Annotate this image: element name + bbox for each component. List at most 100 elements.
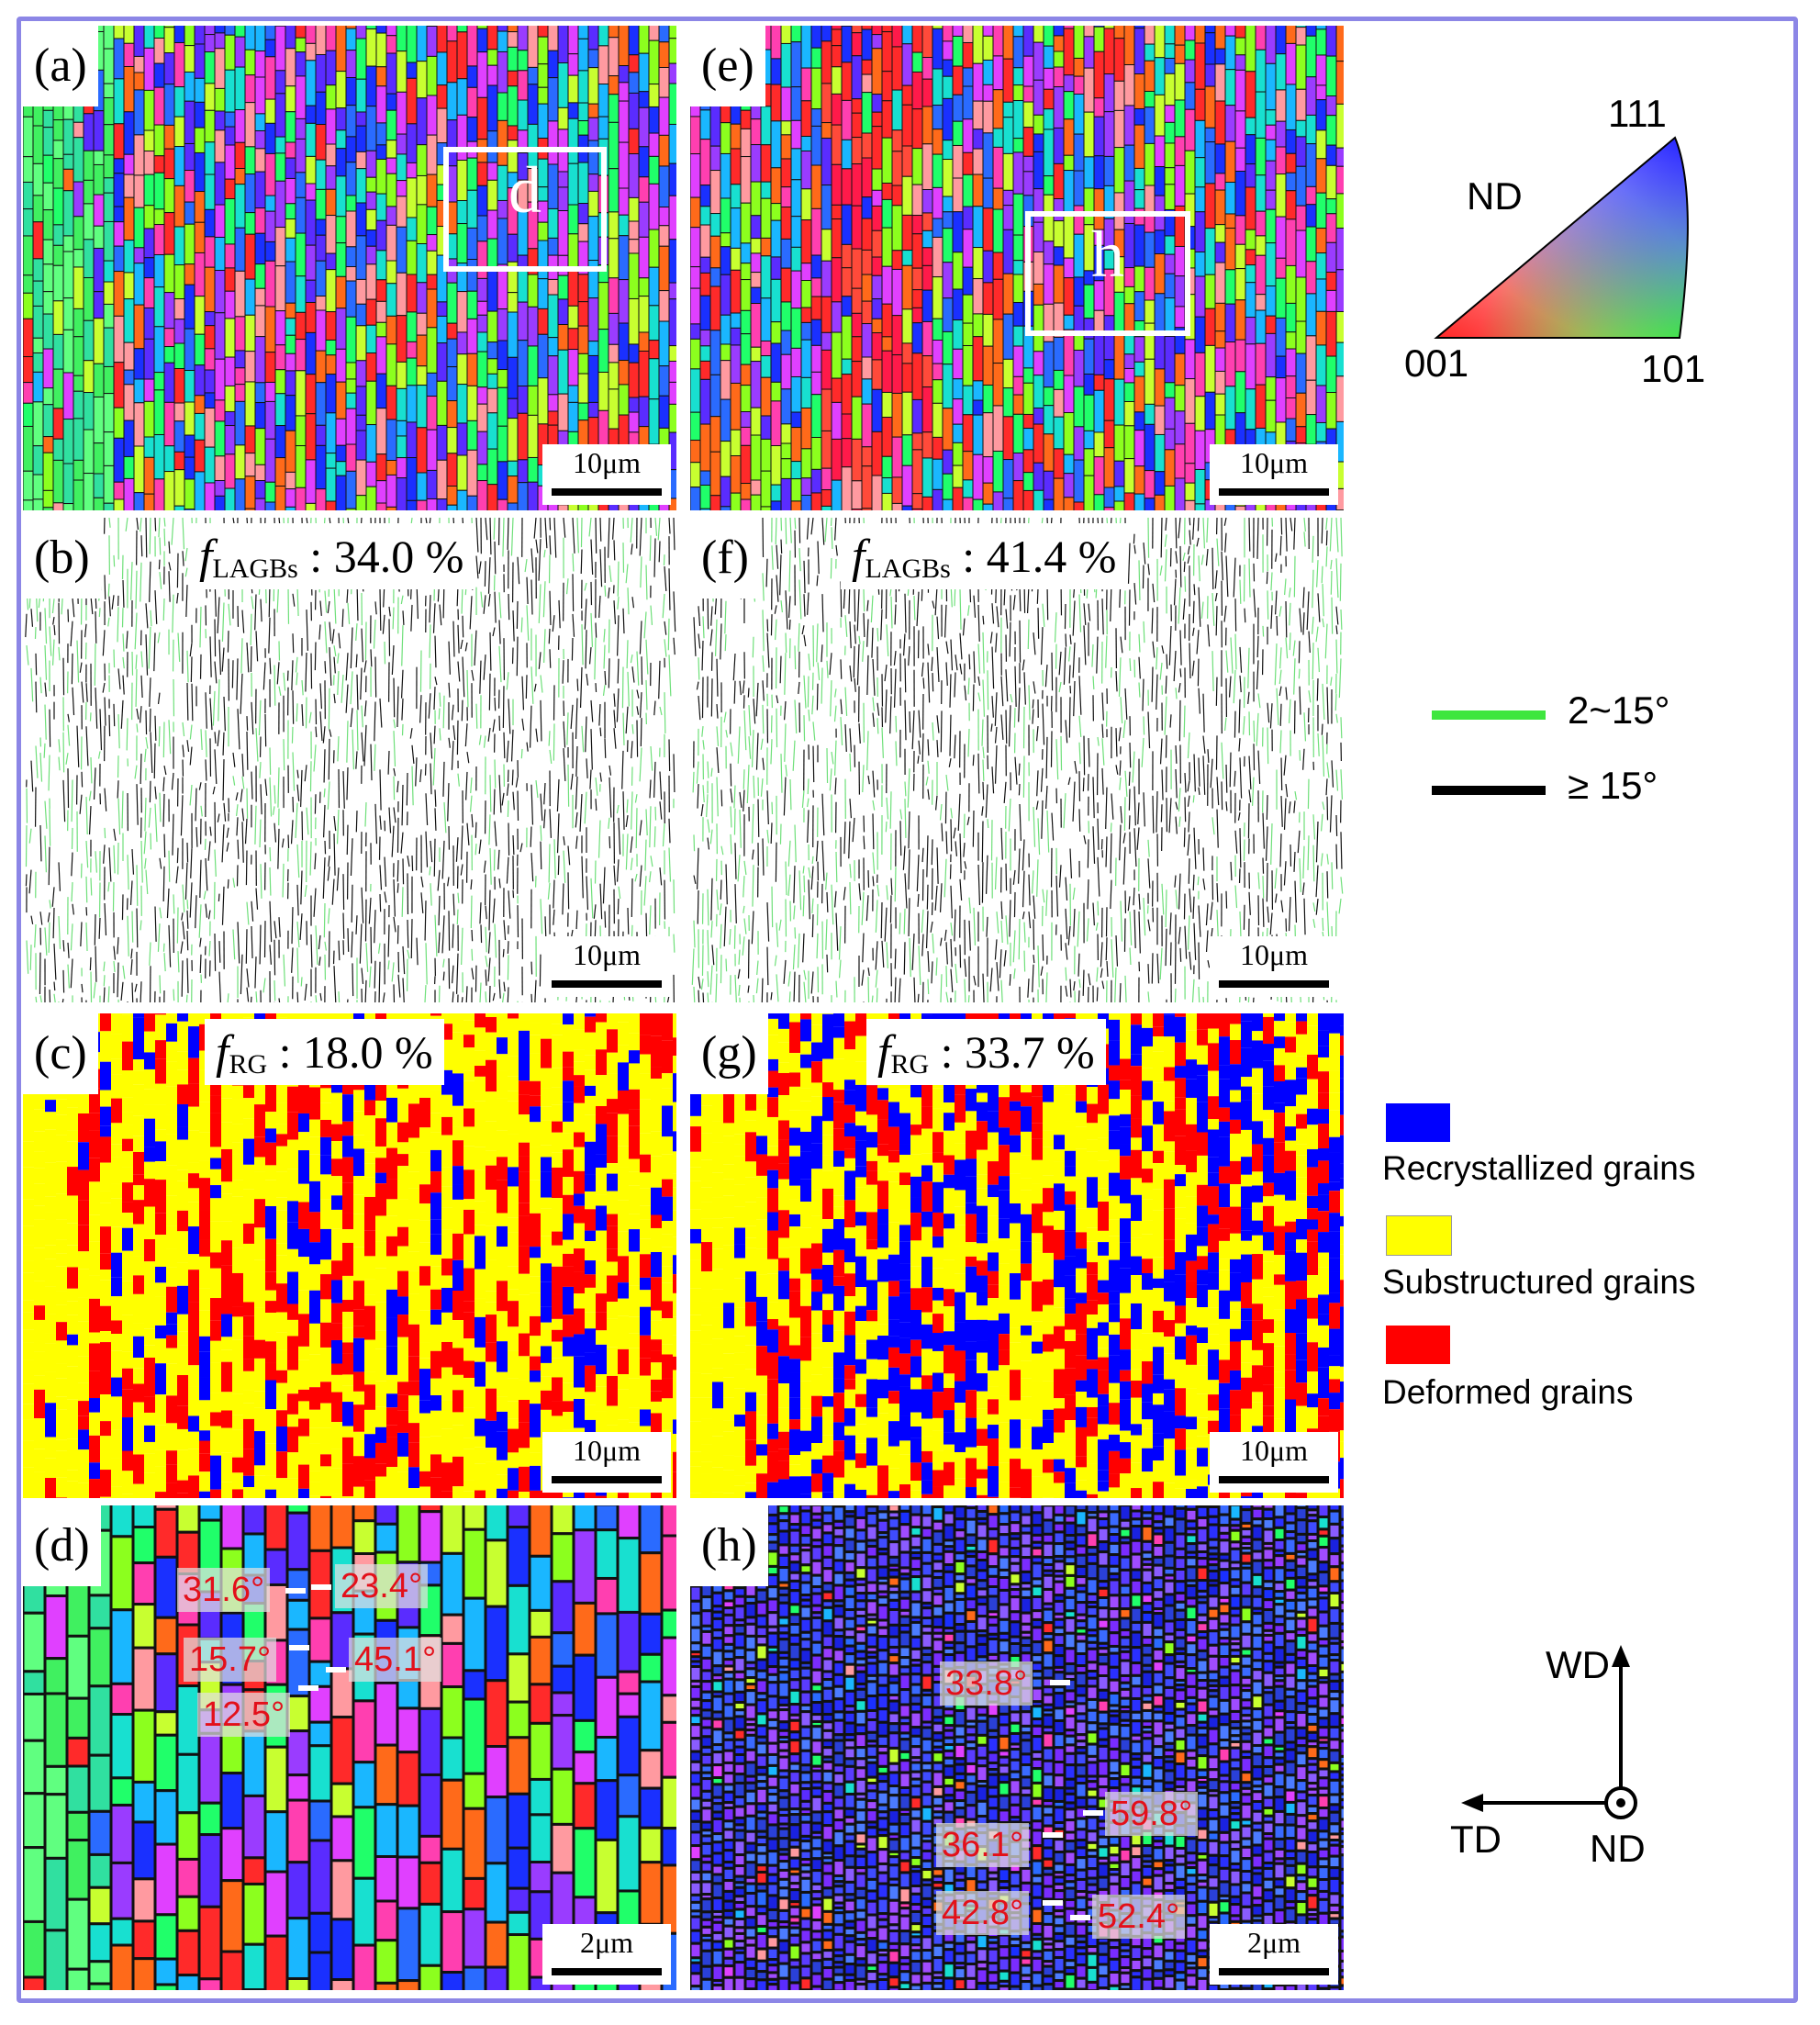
boundary-segment	[776, 575, 779, 602]
grain-cell	[1113, 334, 1125, 380]
boundary-segment	[80, 922, 83, 946]
boundary-segment	[816, 903, 819, 926]
boundary-segment	[849, 621, 852, 649]
grain-cell	[821, 83, 832, 124]
grain-cell	[517, 482, 529, 510]
grain-cell	[143, 277, 155, 308]
boundary-segment	[840, 659, 843, 679]
boundary-segment	[62, 732, 65, 773]
grain-cell	[1275, 355, 1287, 379]
grain-cell	[325, 339, 337, 356]
boundary-segment	[977, 864, 981, 905]
boundary-segment	[829, 653, 832, 676]
boundary-segment	[831, 884, 834, 925]
grain-cell	[244, 26, 256, 50]
grain-cell	[992, 491, 1004, 510]
grain-cell	[921, 143, 933, 191]
grain-cell	[1164, 167, 1176, 185]
grain-cell	[1245, 249, 1256, 266]
boundary-segment	[35, 681, 38, 713]
boundary-segment	[936, 847, 939, 884]
grain-cell	[365, 486, 377, 510]
boundary-segment	[510, 518, 514, 556]
boundary-segment	[433, 687, 436, 710]
boundary-segment	[1083, 603, 1087, 626]
boundary-segment	[586, 674, 589, 686]
boundary-segment	[867, 870, 870, 888]
boundary-segment	[991, 766, 995, 794]
grain-cell	[1012, 234, 1024, 262]
boundary-segment	[67, 964, 71, 989]
grain-cell	[133, 378, 145, 404]
grain-cell	[285, 26, 296, 50]
boundary-segment	[945, 774, 949, 791]
boundary-segment	[71, 882, 73, 902]
grain-cell	[32, 445, 44, 475]
boundary-segment	[212, 690, 216, 726]
boundary-segment	[1026, 585, 1030, 614]
grain-cell	[335, 242, 347, 277]
grain-cell	[396, 420, 408, 437]
grain-cell	[690, 440, 701, 464]
boundary-segment	[217, 730, 220, 747]
boundary-segment	[487, 957, 491, 982]
boundary-segment	[779, 554, 782, 596]
boundary-segment	[370, 744, 373, 781]
boundary-segment	[1012, 869, 1016, 885]
boundary-segment	[130, 948, 133, 959]
grain-cell	[62, 190, 74, 237]
grain-cell	[1063, 329, 1075, 376]
boundary-segment	[200, 729, 203, 750]
boundary-segment	[278, 998, 281, 1002]
grain-cell	[1305, 185, 1317, 206]
boundary-segment	[720, 923, 722, 949]
grain-cell	[972, 26, 984, 64]
grain-cell	[1093, 334, 1105, 375]
boundary-segment	[1012, 930, 1016, 963]
grain-cell	[1043, 67, 1055, 90]
boundary-segment	[1033, 681, 1036, 694]
boundary-segment	[650, 856, 653, 867]
grain-cell	[83, 360, 95, 394]
boundary-segment	[1054, 612, 1057, 643]
boundary-segment	[838, 959, 842, 979]
grain-cell	[285, 85, 296, 113]
boundary-segment	[747, 985, 750, 993]
boundary-segment	[664, 639, 667, 657]
boundary-segment	[751, 730, 754, 767]
boundary-segment	[563, 748, 566, 781]
grain-cell	[456, 78, 468, 116]
boundary-segment	[1019, 586, 1022, 611]
boundary-segment	[643, 611, 647, 639]
grain-cell	[709, 285, 721, 331]
boundary-segment	[890, 596, 893, 629]
boundary-segment	[1028, 912, 1032, 929]
boundary-segment	[925, 911, 929, 949]
grain-cell	[720, 360, 731, 400]
boundary-segment	[287, 996, 289, 1002]
grain-cell	[1154, 471, 1166, 496]
grain-cell	[1103, 155, 1115, 186]
grain-cell	[750, 144, 762, 183]
grain-cell	[841, 413, 853, 440]
panel-b-boundary-map: (b) fLAGBs : 34.0 % 10μm	[23, 518, 676, 1002]
boundary-segment	[798, 548, 801, 572]
grain-cell	[618, 414, 630, 448]
boundary-segment	[816, 623, 819, 663]
grain-cell	[365, 298, 377, 326]
grain-cell	[871, 332, 883, 361]
boundary-segment	[1060, 735, 1063, 771]
grain-cell	[476, 314, 488, 333]
boundary-segment	[61, 999, 64, 1002]
grain-cell	[517, 26, 529, 51]
grain-cell	[416, 499, 428, 510]
grain-cell	[1012, 138, 1024, 153]
grain-cell	[1123, 64, 1135, 106]
grain-cell	[1305, 35, 1317, 78]
boundary-segment	[1023, 950, 1026, 972]
boundary-segment	[1069, 634, 1072, 644]
boundary-segment	[489, 518, 492, 555]
boundary-segment	[425, 943, 428, 985]
boundary-segment	[44, 800, 48, 829]
grain-cell	[851, 312, 863, 338]
